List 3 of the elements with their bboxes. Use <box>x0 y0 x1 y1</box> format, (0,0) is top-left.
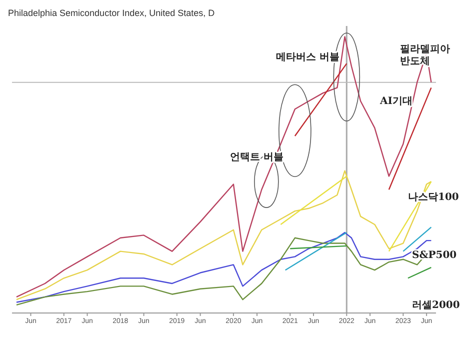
annotation: AI기대 <box>379 96 412 107</box>
annotation: 러셀2000 <box>412 300 460 311</box>
chart-title: Philadelphia Semiconductor Index, United States, D <box>8 8 216 20</box>
